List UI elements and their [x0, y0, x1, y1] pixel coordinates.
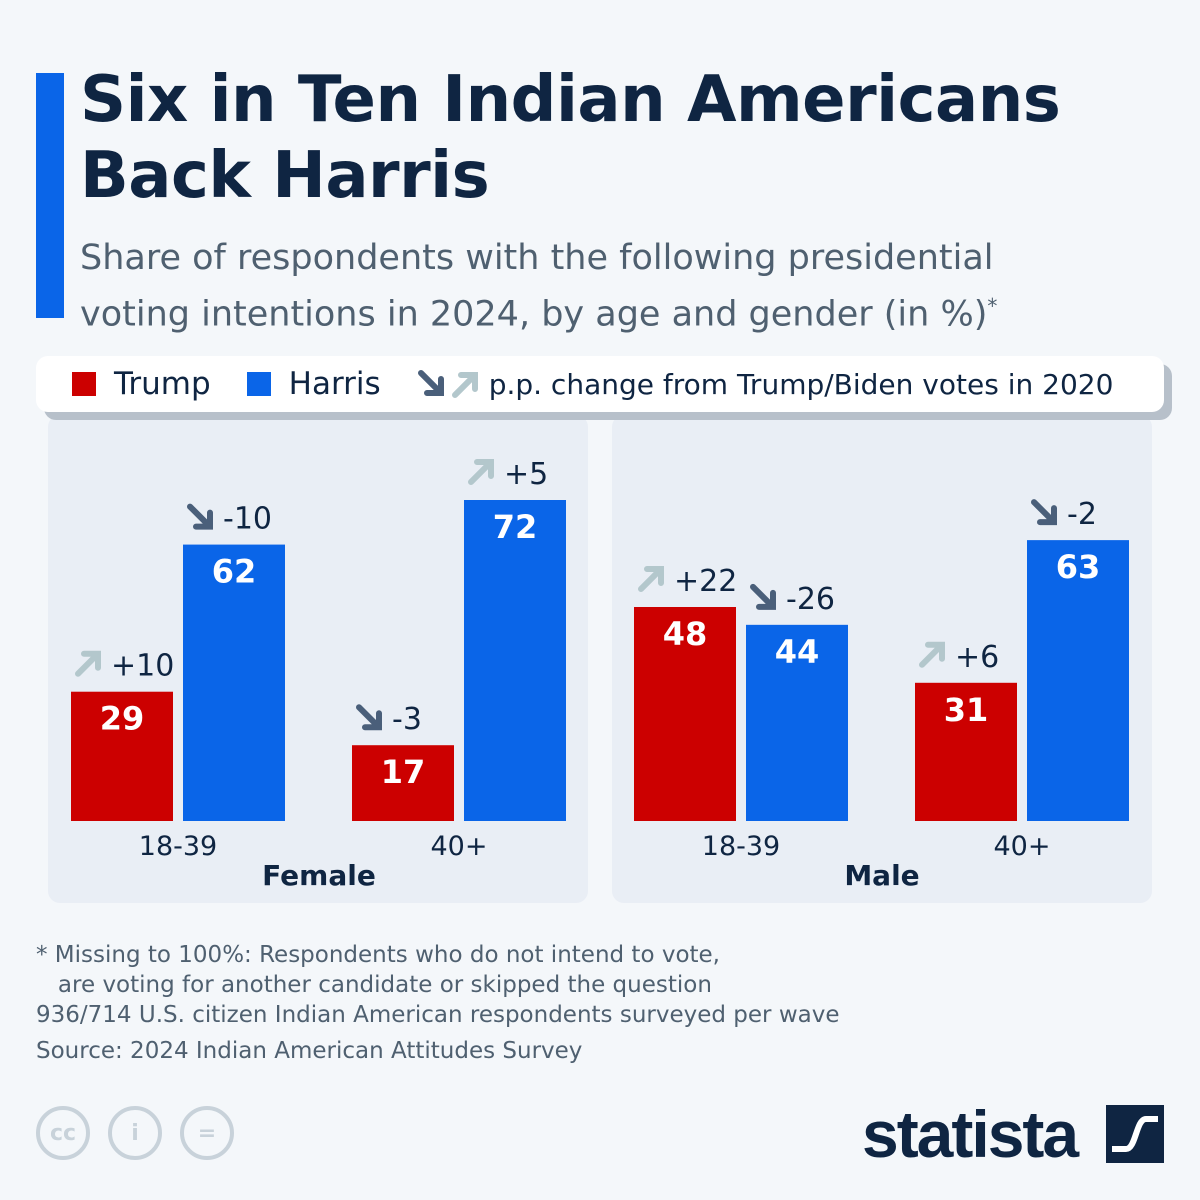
change-label: +5 [504, 457, 548, 492]
group-label: Male [844, 859, 919, 892]
legend-item-trump: Trump [72, 366, 211, 402]
legend-item-harris: Harris [246, 366, 381, 402]
bar-harris [746, 624, 848, 821]
arrow-up-icon [75, 650, 101, 677]
trump-swatch [72, 372, 96, 396]
bar-trump [71, 691, 173, 821]
no-derivatives-icon[interactable]: = [180, 1106, 234, 1160]
title-accent-bar [36, 73, 64, 318]
bar-trump [915, 682, 1017, 821]
bar-value-label: 72 [493, 508, 538, 546]
bar-harris [183, 544, 285, 821]
bar-value-label: 29 [100, 700, 145, 738]
legend-label-trump: Trump [114, 366, 211, 402]
change-label: -26 [786, 582, 835, 617]
group-label: Female [262, 859, 376, 892]
change-label: +6 [955, 640, 999, 675]
arrow-up-icon [638, 566, 664, 592]
title-line-2: Back Harris [80, 139, 490, 213]
bar-value-label: 17 [381, 753, 426, 791]
footnote-line-1: * Missing to 100%: Respondents who do no… [36, 942, 720, 968]
statista-logo-mark [1106, 1105, 1164, 1163]
creative-commons-icon[interactable]: cc [36, 1106, 90, 1160]
bar-value-label: 44 [775, 633, 820, 671]
arrow-down-icon [750, 583, 776, 610]
category-label: 40+ [431, 831, 488, 862]
change-label: -2 [1067, 497, 1097, 532]
legend: Trump Harris p.p. change from Trump/Bide… [36, 356, 1164, 412]
arrow-up-icon [919, 641, 945, 668]
change-label: -3 [392, 702, 422, 737]
arrow-down-icon [1031, 499, 1057, 526]
subtitle-line-1: Share of respondents with the following … [80, 238, 994, 278]
attribution-icon[interactable]: i [108, 1106, 162, 1160]
harris-swatch [246, 372, 271, 396]
arrow-down-up-icon [417, 370, 478, 398]
source: Source: 2024 Indian American Attitudes S… [36, 1038, 583, 1064]
legend-item-change: p.p. change from Trump/Biden votes in 20… [417, 367, 1114, 401]
bar-value-label: 31 [944, 691, 989, 729]
legend-label-harris: Harris [288, 366, 381, 402]
change-label: +10 [111, 649, 174, 684]
title-line-1: Six in Ten Indian Americans [80, 63, 1061, 137]
category-label: 40+ [994, 831, 1051, 862]
bar-harris [464, 500, 566, 821]
arrow-up-icon [468, 459, 494, 485]
footnote-line-2: are voting for another candidate or skip… [36, 972, 712, 998]
subtitle-footnote-mark: * [987, 294, 998, 318]
bar-value-label: 48 [663, 615, 708, 653]
chart-title: Six in Ten Indian Americans Back Harris [80, 62, 1061, 214]
arrow-down-icon [356, 704, 382, 731]
bar-value-label: 62 [212, 553, 257, 591]
arrow-down-icon [187, 503, 213, 530]
statista-logo[interactable]: statista [862, 1097, 1079, 1171]
change-label: -10 [223, 502, 272, 537]
chart-subtitle: Share of respondents with the following … [80, 234, 1180, 339]
change-label: +22 [674, 564, 737, 599]
bar-harris [1027, 540, 1129, 821]
footnote: * Missing to 100%: Respondents who do no… [36, 940, 839, 1030]
bar-trump [634, 607, 736, 821]
bar-value-label: 63 [1056, 548, 1101, 586]
category-label: 18-39 [139, 831, 217, 862]
footnote-line-3: 936/714 U.S. citizen Indian American res… [36, 1002, 840, 1028]
legend-label-change: p.p. change from Trump/Biden votes in 20… [488, 367, 1114, 401]
category-label: 18-39 [702, 831, 780, 862]
bar-trump [352, 745, 454, 821]
subtitle-line-2: voting intentions in 2024, by age and ge… [80, 294, 988, 335]
